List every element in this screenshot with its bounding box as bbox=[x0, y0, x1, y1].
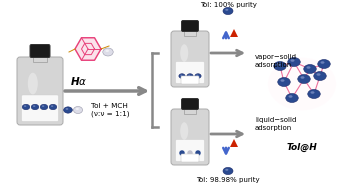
Ellipse shape bbox=[289, 95, 292, 98]
Ellipse shape bbox=[105, 50, 109, 52]
Ellipse shape bbox=[103, 48, 113, 56]
Ellipse shape bbox=[311, 91, 314, 94]
Ellipse shape bbox=[49, 104, 57, 110]
Ellipse shape bbox=[76, 108, 79, 110]
Ellipse shape bbox=[225, 9, 228, 11]
Text: Tol + MCH
(ν:ν = 1:1): Tol + MCH (ν:ν = 1:1) bbox=[91, 103, 129, 117]
Ellipse shape bbox=[31, 104, 39, 110]
Polygon shape bbox=[184, 28, 196, 36]
Ellipse shape bbox=[180, 75, 182, 76]
Ellipse shape bbox=[180, 122, 188, 140]
Ellipse shape bbox=[40, 104, 48, 110]
Ellipse shape bbox=[73, 106, 82, 114]
Ellipse shape bbox=[304, 64, 316, 74]
FancyBboxPatch shape bbox=[171, 109, 209, 165]
Text: Tol: 98.98% purity: Tol: 98.98% purity bbox=[196, 177, 260, 183]
Ellipse shape bbox=[51, 105, 53, 107]
Ellipse shape bbox=[298, 74, 310, 84]
Circle shape bbox=[187, 150, 193, 156]
Ellipse shape bbox=[24, 105, 26, 107]
Ellipse shape bbox=[320, 61, 324, 64]
FancyBboxPatch shape bbox=[182, 20, 198, 32]
Ellipse shape bbox=[274, 61, 286, 70]
Ellipse shape bbox=[180, 44, 188, 62]
FancyBboxPatch shape bbox=[182, 98, 198, 109]
Text: Tol@H: Tol@H bbox=[287, 143, 317, 152]
Ellipse shape bbox=[288, 57, 300, 67]
Ellipse shape bbox=[28, 73, 38, 94]
Ellipse shape bbox=[316, 73, 320, 76]
Ellipse shape bbox=[196, 75, 198, 76]
FancyBboxPatch shape bbox=[17, 57, 63, 125]
Ellipse shape bbox=[22, 104, 30, 110]
Polygon shape bbox=[33, 54, 47, 62]
Ellipse shape bbox=[225, 169, 228, 171]
Text: Tol: 100% purity: Tol: 100% purity bbox=[199, 2, 257, 8]
Polygon shape bbox=[230, 29, 238, 37]
FancyBboxPatch shape bbox=[175, 139, 204, 161]
Ellipse shape bbox=[300, 76, 305, 79]
Text: vapor−solid
adsorption: vapor−solid adsorption bbox=[255, 54, 297, 68]
Ellipse shape bbox=[281, 79, 285, 82]
Ellipse shape bbox=[290, 59, 294, 62]
Ellipse shape bbox=[188, 75, 190, 76]
Ellipse shape bbox=[42, 105, 44, 107]
FancyBboxPatch shape bbox=[175, 61, 204, 84]
FancyBboxPatch shape bbox=[171, 31, 209, 87]
Circle shape bbox=[195, 150, 201, 156]
FancyBboxPatch shape bbox=[22, 95, 58, 122]
Ellipse shape bbox=[33, 105, 35, 107]
Ellipse shape bbox=[268, 58, 336, 110]
Ellipse shape bbox=[66, 108, 68, 110]
Ellipse shape bbox=[318, 60, 330, 68]
Text: H$\alpha$: H$\alpha$ bbox=[70, 75, 88, 87]
Ellipse shape bbox=[278, 77, 290, 87]
Ellipse shape bbox=[187, 74, 193, 78]
Ellipse shape bbox=[223, 7, 233, 15]
Polygon shape bbox=[184, 106, 196, 114]
Ellipse shape bbox=[276, 63, 281, 66]
Ellipse shape bbox=[314, 71, 326, 81]
Ellipse shape bbox=[64, 107, 72, 113]
Ellipse shape bbox=[223, 167, 233, 175]
Polygon shape bbox=[230, 139, 238, 147]
Text: liquid−solid
adsorption: liquid−solid adsorption bbox=[255, 117, 296, 131]
Circle shape bbox=[179, 150, 185, 156]
Ellipse shape bbox=[179, 74, 185, 78]
Ellipse shape bbox=[307, 66, 311, 69]
FancyBboxPatch shape bbox=[30, 44, 50, 57]
FancyBboxPatch shape bbox=[181, 154, 199, 162]
Ellipse shape bbox=[195, 74, 201, 78]
Polygon shape bbox=[75, 38, 101, 60]
FancyBboxPatch shape bbox=[181, 76, 199, 84]
Ellipse shape bbox=[286, 94, 298, 102]
Ellipse shape bbox=[308, 90, 320, 98]
